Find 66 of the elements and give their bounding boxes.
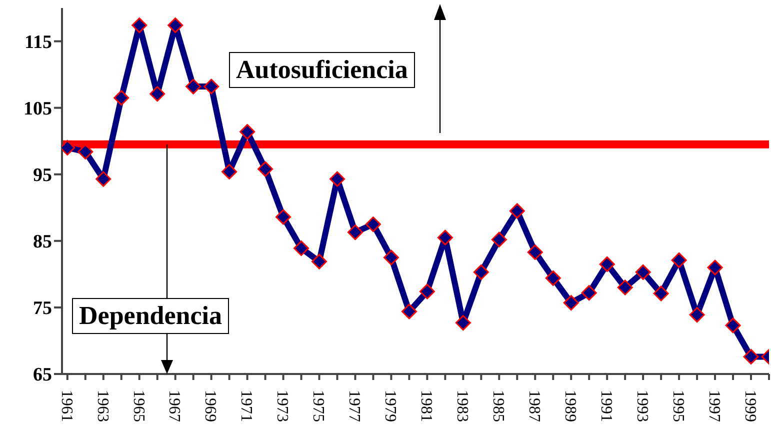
point	[581, 285, 597, 301]
point	[455, 315, 471, 331]
point	[240, 124, 256, 140]
point	[204, 78, 220, 94]
x-tick-label: 1999	[741, 390, 758, 422]
point	[437, 230, 453, 246]
x-tick-label: 1973	[274, 390, 291, 422]
point	[473, 264, 489, 280]
x-tick-label: 1985	[490, 390, 507, 422]
point	[545, 270, 561, 286]
point	[383, 250, 399, 266]
point	[563, 295, 579, 311]
point	[599, 256, 615, 272]
x-tick-label: 1965	[130, 390, 147, 422]
point	[186, 78, 202, 94]
x-tick-label: 1983	[454, 390, 471, 422]
y-tick-label: 65	[33, 364, 52, 386]
point	[509, 203, 525, 219]
point	[78, 144, 94, 160]
point	[258, 161, 274, 177]
x-tick-label: 1977	[346, 390, 363, 422]
y-tick-label: 95	[33, 165, 52, 186]
point	[689, 307, 705, 323]
point	[707, 260, 723, 276]
point	[401, 304, 417, 320]
point	[132, 18, 148, 34]
point	[527, 244, 543, 260]
x-tick-label: 1961	[58, 390, 75, 422]
point	[312, 254, 328, 270]
y-tick-label: 75	[33, 298, 52, 320]
point	[653, 286, 669, 302]
point	[150, 86, 166, 102]
x-tick-label: 1975	[310, 390, 327, 422]
y-tick-label: 115	[24, 32, 52, 54]
point	[365, 216, 381, 232]
point	[725, 318, 741, 334]
x-tick-label: 1995	[669, 390, 686, 422]
point	[419, 284, 435, 300]
x-tick-label: 1997	[705, 390, 722, 422]
x-tick-label: 1963	[94, 390, 111, 422]
point	[114, 90, 130, 106]
x-tick-label: 1979	[382, 390, 399, 422]
point	[294, 240, 310, 256]
point	[743, 348, 759, 364]
point	[168, 18, 184, 34]
annotation: Autosuficiencia	[229, 52, 415, 88]
point	[222, 164, 238, 180]
x-tick-label: 1969	[202, 390, 219, 422]
point	[96, 171, 112, 187]
point	[671, 252, 687, 268]
y-tick-label: 85	[33, 232, 52, 253]
x-tick-label: 1993	[633, 390, 650, 422]
x-tick-label: 1991	[597, 390, 614, 422]
point	[347, 224, 363, 240]
point	[617, 280, 633, 296]
x-tick-label: 1971	[238, 390, 255, 422]
annotation: Dependencia	[72, 298, 229, 334]
point	[276, 209, 292, 225]
point	[635, 264, 651, 280]
y-tick-label: 105	[24, 98, 52, 120]
x-tick-label: 1981	[418, 390, 435, 422]
x-tick-label: 1989	[562, 390, 579, 422]
x-tick-label: 1987	[526, 390, 543, 422]
point	[329, 171, 345, 187]
x-tick-label: 1967	[166, 390, 183, 422]
point	[491, 232, 507, 248]
